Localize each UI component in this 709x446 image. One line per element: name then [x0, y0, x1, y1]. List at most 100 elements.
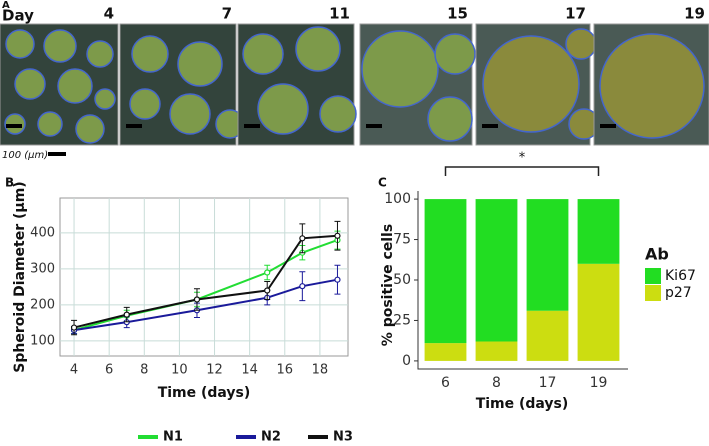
spheroid: [5, 29, 35, 59]
bar-segment: [526, 310, 569, 361]
day-label: Day: [2, 7, 34, 25]
day-number: 7: [222, 5, 232, 23]
y-tick-label: 400: [30, 225, 55, 240]
y-tick-label: 50: [393, 272, 411, 288]
point: [299, 235, 306, 242]
legend-label: N3: [333, 430, 353, 445]
point: [264, 287, 271, 294]
micrograph: [0, 23, 119, 146]
point: [264, 269, 271, 276]
point: [334, 276, 341, 283]
bar-segment: [577, 263, 620, 361]
spheroid: [565, 28, 597, 60]
micrograph: [359, 23, 476, 146]
point: [70, 324, 78, 331]
y-tick-label: 75: [393, 232, 411, 248]
legend-title: Ab: [645, 245, 669, 264]
y-axis-title: % positive cells: [380, 224, 396, 346]
micrograph: [475, 23, 600, 146]
point: [299, 283, 306, 290]
legend-swatch: [645, 268, 661, 284]
spheroid: [177, 41, 223, 87]
x-axis-title: Time (days): [476, 396, 569, 412]
panel-label: A: [2, 0, 10, 11]
series-line: [73, 234, 338, 329]
panel-label: C: [378, 176, 387, 190]
image-scale-bar: [366, 124, 382, 128]
x-tick-label: 14: [241, 363, 258, 378]
bar-segment: [424, 199, 467, 344]
day-number: 15: [447, 5, 468, 23]
legend-swatch: [645, 285, 661, 301]
spheroid: [169, 93, 211, 135]
spheroid: [37, 111, 63, 137]
scale-label: 100 (µm): [2, 150, 48, 161]
image-scale-bar: [482, 124, 498, 128]
legend-label: N1: [163, 430, 183, 445]
legend-label: N2: [261, 430, 281, 445]
y-axis-title: Spheroid Diameter (µm): [12, 181, 28, 372]
significance-bracket: [444, 166, 600, 176]
image-scale-bar: [126, 124, 142, 128]
day-number: 19: [684, 5, 705, 23]
axes: [417, 191, 628, 370]
spheroid: [361, 30, 439, 108]
y-tick-label: 100: [384, 191, 411, 207]
plot-bg: [59, 197, 349, 357]
bar-segment: [577, 199, 620, 264]
image-scale-bar: [244, 124, 260, 128]
x-tick-label: 16: [277, 363, 294, 378]
x-tick-label: 10: [171, 363, 188, 378]
spheroid: [131, 35, 169, 73]
significance-label: *: [519, 151, 526, 166]
spheroid: [86, 40, 114, 68]
bar-segment: [424, 343, 467, 361]
y-tick-label: 100: [30, 333, 55, 348]
day-number: 4: [104, 5, 114, 23]
point: [193, 296, 201, 303]
legend-label: Ki67: [665, 268, 696, 284]
x-tick-label: 12: [206, 363, 223, 378]
micrograph: [119, 23, 245, 146]
point: [334, 232, 341, 239]
micrograph: [593, 23, 709, 146]
spheroid: [94, 88, 116, 110]
legend-label: p27: [665, 285, 692, 301]
spheroid: [14, 68, 46, 100]
y-tick-label: 25: [393, 312, 411, 328]
spheroid: [482, 35, 580, 133]
x-tick-label: 8: [492, 375, 501, 391]
y-tick-label: 300: [30, 261, 55, 276]
bar-segment: [475, 199, 518, 342]
spheroid: [257, 83, 309, 135]
x-tick-label: 19: [590, 375, 608, 391]
y-tick-label: 0: [402, 353, 411, 369]
y-tick-label: 200: [30, 297, 55, 312]
spheroid: [57, 68, 93, 104]
x-tick-label: 6: [441, 375, 450, 391]
spheroid: [319, 95, 357, 133]
spheroid: [427, 96, 473, 142]
spheroid: [43, 29, 77, 63]
image-scale-bar: [6, 124, 22, 128]
spheroid: [242, 33, 284, 75]
series-line: [73, 239, 338, 332]
bar-segment: [526, 199, 569, 311]
scale-bar: [48, 152, 66, 156]
image-scale-bar: [600, 124, 616, 128]
day-number: 17: [565, 5, 586, 23]
spheroid: [75, 114, 105, 144]
spheroid: [129, 88, 161, 120]
panel-label: B: [5, 176, 14, 190]
x-tick-label: 6: [105, 363, 113, 378]
series-line: [73, 278, 338, 332]
spheroid: [434, 33, 476, 75]
bar-segment: [475, 341, 518, 361]
x-axis-title: Time (days): [158, 385, 251, 401]
spheroid: [295, 26, 341, 72]
micrograph: [237, 23, 357, 146]
x-tick-label: 18: [312, 363, 329, 378]
day-number: 11: [329, 5, 350, 23]
x-tick-label: 4: [70, 363, 78, 378]
